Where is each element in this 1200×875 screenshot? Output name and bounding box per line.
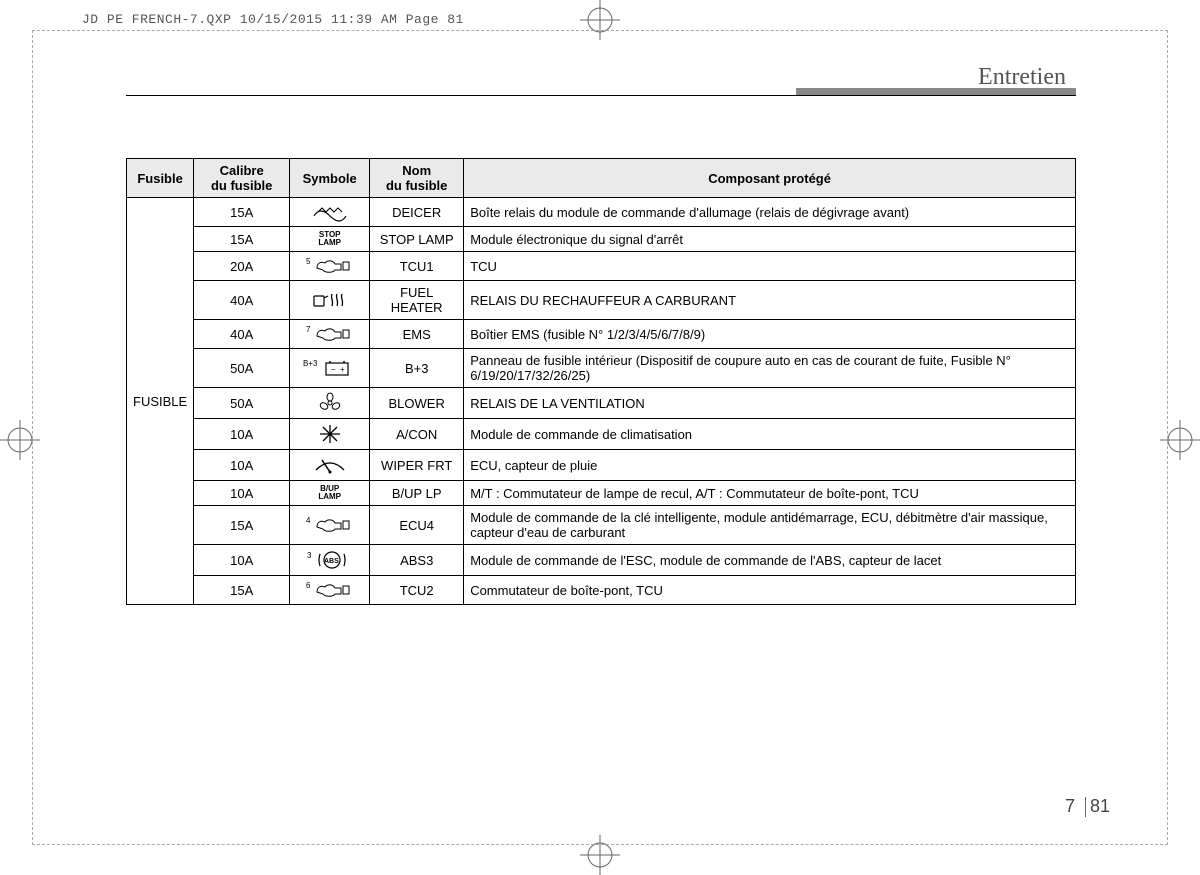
cell-calibre: 40A xyxy=(194,320,290,349)
cell-symbol: B+3−+ xyxy=(290,349,370,388)
cell-composant: M/T : Commutateur de lampe de recul, A/T… xyxy=(464,481,1076,506)
cell-symbol xyxy=(290,281,370,320)
th-calibre: Calibre du fusible xyxy=(194,159,290,198)
cell-composant: RELAIS DE LA VENTILATION xyxy=(464,388,1076,419)
cell-nom: WIPER FRT xyxy=(370,450,464,481)
cell-composant: RELAIS DU RECHAUFFEUR A CARBURANT xyxy=(464,281,1076,320)
cell-composant: Module de commande de l'ESC, module de c… xyxy=(464,545,1076,576)
page-content: Entretien Fusible Calibre du fusible Sym… xyxy=(126,88,1076,605)
cell-nom: DEICER xyxy=(370,198,464,227)
cell-composant: TCU xyxy=(464,252,1076,281)
cell-symbol xyxy=(290,388,370,419)
cell-symbol xyxy=(290,450,370,481)
cell-nom: ABS3 xyxy=(370,545,464,576)
cell-calibre: 10A xyxy=(194,481,290,506)
cell-calibre: 10A xyxy=(194,450,290,481)
fuse-table: Fusible Calibre du fusible Symbole Nom d… xyxy=(126,158,1076,605)
chapter-number: 7 xyxy=(1065,796,1075,816)
cell-calibre: 10A xyxy=(194,419,290,450)
table-row: 15ASTOP LAMPSTOP LAMPModule électronique… xyxy=(127,227,1076,252)
table-row: 50AB+3−+B+3Panneau de fusible intérieur … xyxy=(127,349,1076,388)
cell-symbol: 3ABS xyxy=(290,545,370,576)
cell-nom: EMS xyxy=(370,320,464,349)
print-header: JD PE FRENCH-7.QXP 10/15/2015 11:39 AM P… xyxy=(82,12,464,27)
crop-line xyxy=(32,844,1168,845)
row-group-label: FUSIBLE xyxy=(127,198,194,605)
table-header-row: Fusible Calibre du fusible Symbole Nom d… xyxy=(127,159,1076,198)
cell-calibre: 50A xyxy=(194,349,290,388)
table-row: 50A BLOWERRELAIS DE LA VENTILATION xyxy=(127,388,1076,419)
table-row: 20A5TCU1TCU xyxy=(127,252,1076,281)
page-no: 81 xyxy=(1090,796,1110,816)
th-nom: Nom du fusible xyxy=(370,159,464,198)
page-number: 7 81 xyxy=(1065,796,1110,817)
registration-mark-left xyxy=(0,420,40,460)
svg-text:+: + xyxy=(340,365,345,374)
cell-symbol: 6 xyxy=(290,576,370,605)
cell-nom: STOP LAMP xyxy=(370,227,464,252)
cell-nom: B+3 xyxy=(370,349,464,388)
cell-calibre: 15A xyxy=(194,227,290,252)
cell-composant: ECU, capteur de pluie xyxy=(464,450,1076,481)
cell-nom: TCU2 xyxy=(370,576,464,605)
cell-symbol: 5 xyxy=(290,252,370,281)
crop-line xyxy=(32,30,1168,31)
cell-calibre: 40A xyxy=(194,281,290,320)
cell-calibre: 15A xyxy=(194,576,290,605)
cell-composant: Panneau de fusible intérieur (Dispositif… xyxy=(464,349,1076,388)
registration-mark-bottom xyxy=(580,835,620,875)
registration-mark-top xyxy=(580,0,620,40)
section-title: Entretien xyxy=(978,64,1066,91)
cell-calibre: 15A xyxy=(194,506,290,545)
crop-line xyxy=(32,30,33,845)
cell-composant: Commutateur de boîte-pont, TCU xyxy=(464,576,1076,605)
table-row: 15A4ECU4Module de commande de la clé int… xyxy=(127,506,1076,545)
table-row: 40A FUEL HEATERRELAIS DU RECHAUFFEUR A CA… xyxy=(127,281,1076,320)
crop-line xyxy=(1167,30,1168,845)
cell-composant: Boîtier EMS (fusible N° 1/2/3/4/5/6/7/8/… xyxy=(464,320,1076,349)
cell-nom: A/CON xyxy=(370,419,464,450)
table-row: FUSIBLE15ADEICERBoîte relais du module d… xyxy=(127,198,1076,227)
section-rule xyxy=(126,95,1076,96)
cell-nom: B/UP LP xyxy=(370,481,464,506)
cell-composant: Module de commande de la clé intelligent… xyxy=(464,506,1076,545)
th-fusible: Fusible xyxy=(127,159,194,198)
table-row: 10A WIPER FRTECU, capteur de pluie xyxy=(127,450,1076,481)
cell-symbol: B/UP LAMP xyxy=(290,481,370,506)
cell-composant: Boîte relais du module de commande d'all… xyxy=(464,198,1076,227)
cell-calibre: 20A xyxy=(194,252,290,281)
table-row: 10AB/UP LAMPB/UP LPM/T : Commutateur de … xyxy=(127,481,1076,506)
table-row: 40A7EMSBoîtier EMS (fusible N° 1/2/3/4/5… xyxy=(127,320,1076,349)
table-row: 10A A/CONModule de commande de climatisat… xyxy=(127,419,1076,450)
cell-nom: ECU4 xyxy=(370,506,464,545)
cell-nom: FUEL HEATER xyxy=(370,281,464,320)
cell-calibre: 50A xyxy=(194,388,290,419)
cell-symbol: 7 xyxy=(290,320,370,349)
svg-text:ABS: ABS xyxy=(324,558,339,565)
cell-symbol: 4 xyxy=(290,506,370,545)
section-header: Entretien xyxy=(126,88,1076,118)
table-row: 15A6TCU2Commutateur de boîte-pont, TCU xyxy=(127,576,1076,605)
cell-symbol xyxy=(290,419,370,450)
table-row: 10A3ABSABS3Module de commande de l'ESC, … xyxy=(127,545,1076,576)
registration-mark-right xyxy=(1160,420,1200,460)
cell-nom: BLOWER xyxy=(370,388,464,419)
svg-text:−: − xyxy=(331,365,336,374)
cell-calibre: 15A xyxy=(194,198,290,227)
cell-nom: TCU1 xyxy=(370,252,464,281)
cell-composant: Module de commande de climatisation xyxy=(464,419,1076,450)
cell-symbol: STOP LAMP xyxy=(290,227,370,252)
cell-calibre: 10A xyxy=(194,545,290,576)
cell-symbol xyxy=(290,198,370,227)
th-composant: Composant protégé xyxy=(464,159,1076,198)
th-symbole: Symbole xyxy=(290,159,370,198)
cell-composant: Module électronique du signal d'arrêt xyxy=(464,227,1076,252)
